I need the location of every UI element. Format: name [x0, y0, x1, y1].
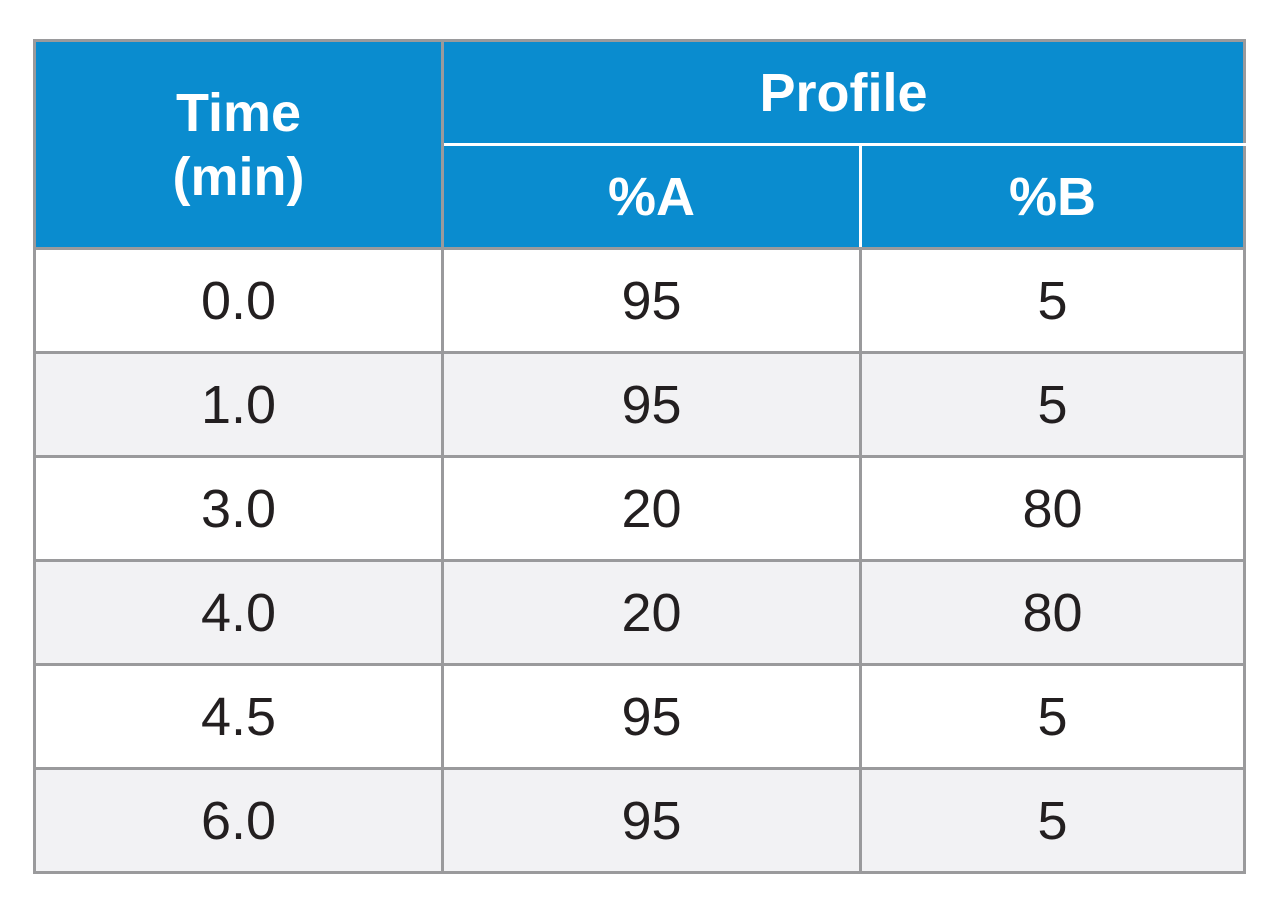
percent-a-cell: 95	[441, 663, 862, 770]
time-cell: 3.0	[33, 455, 444, 562]
profile-group-header: Profile	[440, 39, 1247, 146]
time-cell: 4.5	[33, 663, 444, 770]
percent-b-cell: 5	[858, 247, 1247, 354]
time-header-line2: (min)	[172, 146, 305, 207]
gradient-table: Time (min) Profile %A %B 0.0 95 5 1.0 95…	[33, 39, 1247, 874]
time-column-header: Time (min)	[33, 39, 444, 250]
table-row: 6.0 95 5	[33, 767, 1247, 874]
percent-a-cell: 20	[441, 559, 862, 666]
percent-a-cell: 95	[441, 767, 862, 874]
table-row: 0.0 95 5	[33, 247, 1247, 354]
time-cell: 1.0	[33, 351, 444, 458]
percent-a-cell: 20	[441, 455, 862, 562]
percent-b-cell: 80	[858, 455, 1247, 562]
percent-b-header: %B	[858, 143, 1247, 250]
table-row: 4.5 95 5	[33, 663, 1247, 770]
table-body: 0.0 95 5 1.0 95 5 3.0 20 80 4.0 20 80 4.…	[33, 247, 1247, 874]
table-header: Time (min) Profile %A %B	[33, 39, 1247, 250]
time-cell: 0.0	[33, 247, 444, 354]
table-row: 1.0 95 5	[33, 351, 1247, 458]
percent-a-cell: 95	[441, 351, 862, 458]
percent-a-header: %A	[441, 143, 862, 250]
table-row: 4.0 20 80	[33, 559, 1247, 666]
percent-b-cell: 5	[858, 767, 1247, 874]
percent-a-cell: 95	[441, 247, 862, 354]
gradient-table-container: Time (min) Profile %A %B 0.0 95 5 1.0 95…	[33, 39, 1247, 874]
time-cell: 4.0	[33, 559, 444, 666]
time-header-line1: Time	[175, 82, 302, 143]
table-row: 3.0 20 80	[33, 455, 1247, 562]
percent-b-cell: 5	[858, 351, 1247, 458]
percent-b-cell: 5	[858, 663, 1247, 770]
percent-b-cell: 80	[858, 559, 1247, 666]
time-cell: 6.0	[33, 767, 444, 874]
